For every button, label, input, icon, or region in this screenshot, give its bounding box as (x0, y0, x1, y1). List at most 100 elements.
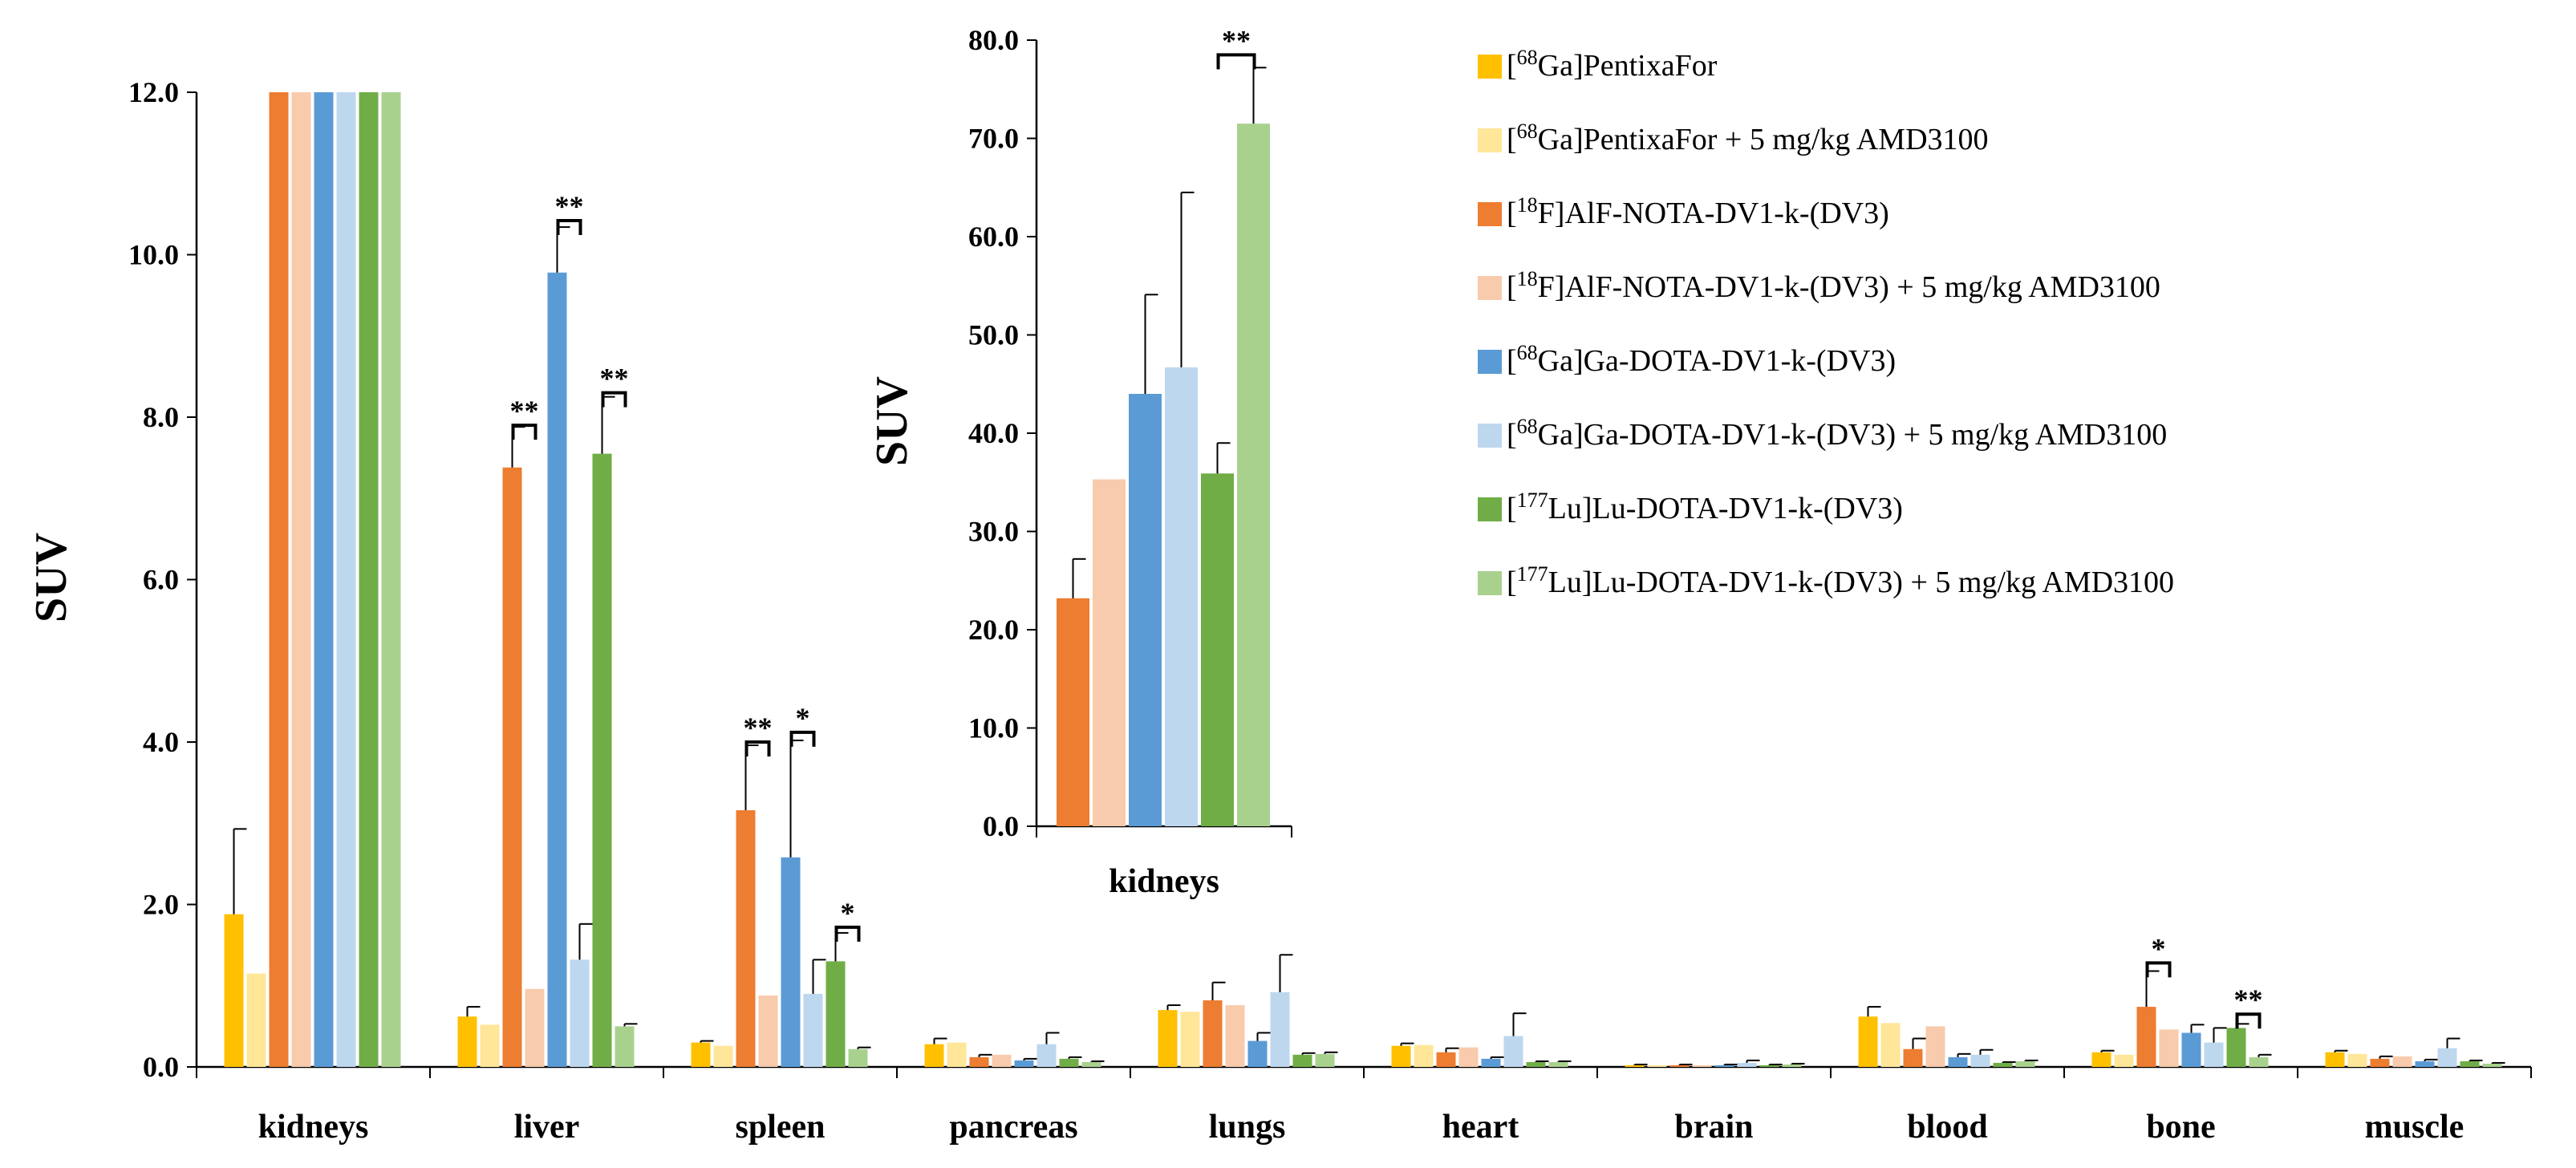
legend-bracket: [ (1507, 344, 1517, 378)
legend-suffix: + 5 mg/kg AMD3100 (1896, 418, 2167, 452)
bar (1692, 1065, 1712, 1067)
bar (1737, 1062, 1757, 1067)
significance-bracket (2235, 1012, 2262, 1029)
significance-bracket (601, 391, 627, 408)
legend-label: [68Ga]Ga-DOTA-DV1-k-(DV3) + 5 mg/kg AMD3… (1507, 415, 2167, 452)
bar (2370, 1058, 2390, 1067)
significance-bracket (511, 424, 538, 440)
bar (1165, 367, 1198, 826)
bar (224, 914, 244, 1067)
bar (1503, 1036, 1523, 1067)
legend-label: [18F]AlF-NOTA-DV1-k-(DV3) (1507, 193, 1889, 230)
bar (2091, 1052, 2112, 1067)
y-tick-label: 6.0 (143, 564, 179, 596)
bar (1436, 1052, 1456, 1067)
legend-compound: F]AlF-NOTA-DV1-k-(DV3) (1538, 270, 1889, 304)
bar (1458, 1047, 1479, 1067)
significance-bracket (1216, 53, 1256, 70)
category-label: blood (1907, 1109, 1987, 1146)
category-label: kidneys (258, 1109, 369, 1146)
bar (826, 961, 846, 1067)
significance-label: ** (1222, 24, 1251, 56)
bar (1548, 1061, 1568, 1067)
y-tick-label: 10.0 (968, 712, 1019, 744)
bar (1081, 1061, 1101, 1067)
legend-isotope: 177 (1517, 489, 1548, 512)
y-tick-label: 60.0 (968, 221, 1019, 253)
bar (2204, 1042, 2224, 1067)
significance-label: ** (555, 190, 584, 222)
bar (1270, 992, 1290, 1067)
y-tick-label: 20.0 (968, 614, 1019, 646)
bar (1391, 1045, 1411, 1067)
bar (992, 1054, 1012, 1067)
bar (336, 92, 356, 1067)
bar (1237, 124, 1270, 826)
bar (1247, 1040, 1268, 1067)
bar (2159, 1029, 2179, 1067)
bar (2392, 1056, 2412, 1067)
bar (1782, 1064, 1802, 1067)
legend-suffix: + 5 mg/kg AMD3100 (1717, 123, 1988, 156)
bar (1647, 1065, 1667, 1067)
bar (2437, 1048, 2457, 1067)
legend-compound: F]AlF-NOTA-DV1-k-(DV3) (1538, 197, 1889, 230)
legend-swatch (1478, 128, 1502, 152)
significance-label: * (841, 897, 855, 929)
bar (1858, 1016, 1878, 1067)
bar (1669, 1065, 1690, 1067)
bar (2015, 1061, 2035, 1067)
bar (1014, 1060, 1034, 1067)
bar (1948, 1056, 1968, 1067)
legend-isotope: 18 (1517, 267, 1538, 290)
bar (2249, 1056, 2269, 1067)
legend-isotope: 68 (1517, 341, 1538, 364)
y-tick-label: 4.0 (143, 726, 179, 758)
legend-bracket: [ (1507, 492, 1517, 525)
legend-compound: Ga]PentixaFor (1538, 49, 1718, 83)
bar (381, 92, 401, 1067)
bar (1036, 1044, 1057, 1067)
bar (1925, 1026, 1945, 1067)
legend-isotope: 68 (1517, 415, 1538, 438)
bar (314, 92, 334, 1067)
y-tick-label: 70.0 (968, 123, 1019, 155)
y-tick-label: 50.0 (968, 319, 1019, 351)
y-tick-label: 10.0 (128, 239, 179, 271)
legend-swatch (1478, 424, 1502, 448)
legend-swatch (1478, 276, 1502, 300)
category-label: liver (514, 1109, 580, 1146)
bar (2347, 1053, 2367, 1067)
bar (2482, 1063, 2502, 1067)
legend-bracket: [ (1507, 197, 1517, 230)
legend-compound: Ga]Ga-DOTA-DV1-k-(DV3) (1538, 418, 1896, 452)
bar (1880, 1023, 1901, 1067)
bar (1481, 1058, 1501, 1067)
legend-label: [68Ga]PentixaFor (1507, 46, 1718, 83)
category-label: bone (2146, 1109, 2215, 1146)
legend-label: [68Ga]Ga-DOTA-DV1-k-(DV3) (1507, 341, 1896, 378)
bar (947, 1042, 967, 1067)
y-axis-title: SUV (867, 376, 917, 466)
bar (2460, 1061, 2480, 1067)
legend-compound: Lu]Lu-DOTA-DV1-k-(DV3) (1548, 566, 1903, 599)
bar (291, 92, 311, 1067)
category-label: muscle (2365, 1109, 2464, 1146)
bar (1057, 598, 1089, 826)
legend-label: [68Ga]PentixaFor + 5 mg/kg AMD3100 (1507, 120, 1989, 156)
bar (713, 1045, 733, 1067)
y-tick-label: 30.0 (968, 516, 1019, 548)
bar (1201, 473, 1234, 826)
bar (1759, 1065, 1779, 1067)
legend-bracket: [ (1507, 49, 1517, 83)
significance-label: ** (600, 363, 629, 395)
bar (1292, 1054, 1312, 1067)
bar (1129, 394, 1162, 826)
bar (359, 92, 379, 1067)
significance-bracket (556, 218, 582, 235)
legend-bracket: [ (1507, 418, 1517, 452)
bar (736, 810, 756, 1067)
y-axis-title: SUV (26, 533, 76, 623)
